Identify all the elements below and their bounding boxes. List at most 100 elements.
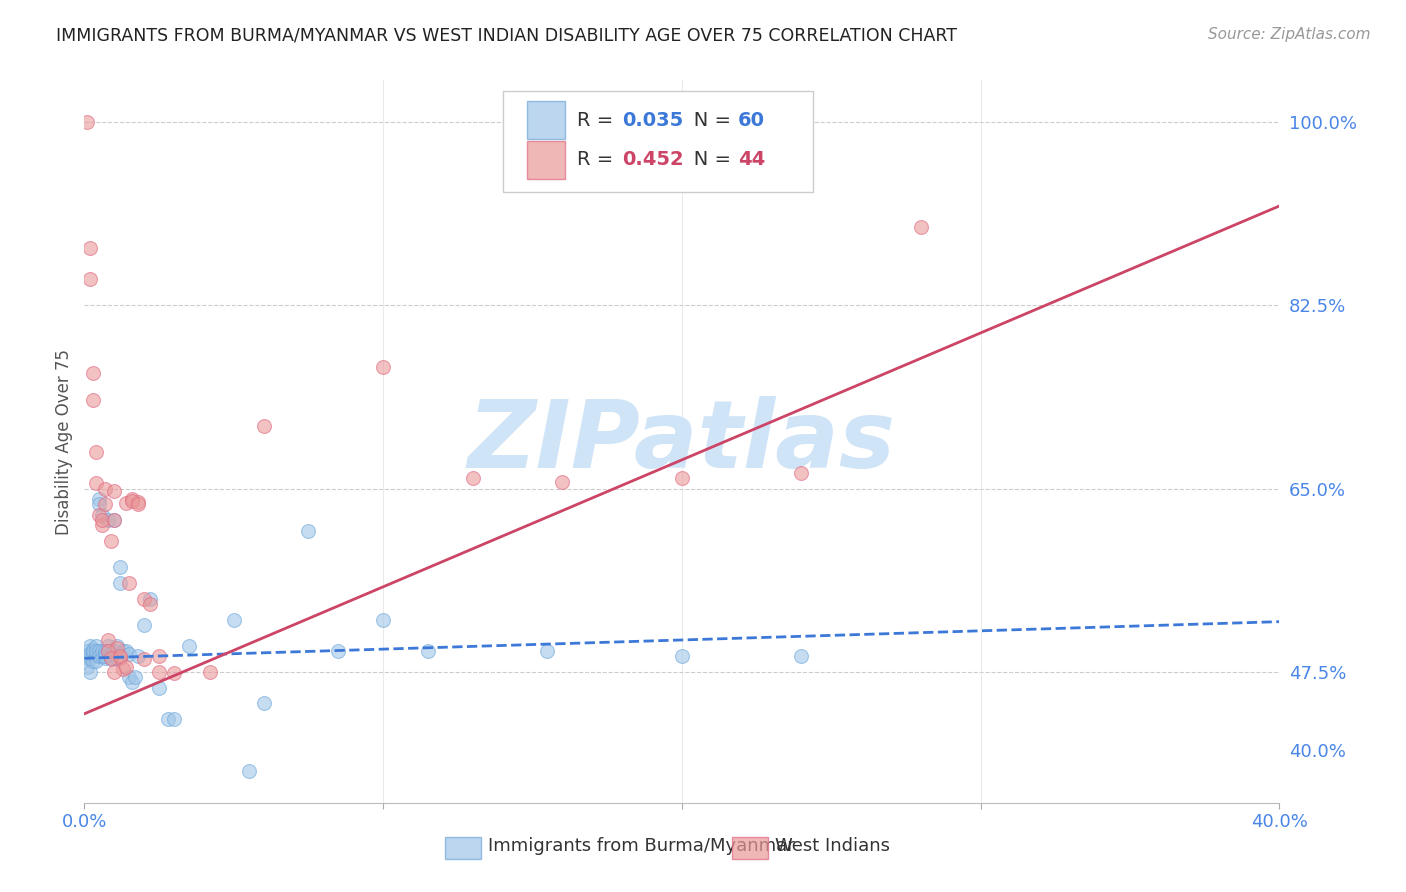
Text: West Indians: West Indians xyxy=(775,838,890,855)
Point xyxy=(373,360,395,375)
Point xyxy=(253,418,276,433)
Point xyxy=(94,651,117,665)
Point xyxy=(89,497,111,511)
Point xyxy=(105,639,128,653)
Point xyxy=(118,647,141,661)
Point xyxy=(94,644,117,658)
Point xyxy=(100,651,122,665)
Point xyxy=(177,639,200,653)
Point xyxy=(105,640,128,655)
Point xyxy=(127,495,149,509)
Text: 44: 44 xyxy=(738,150,765,169)
Point xyxy=(86,639,108,653)
Point xyxy=(222,613,245,627)
Point xyxy=(328,644,350,658)
Point xyxy=(82,644,104,658)
Point xyxy=(86,655,108,669)
Text: 0.452: 0.452 xyxy=(623,150,683,169)
Point xyxy=(373,613,395,627)
Point xyxy=(461,471,484,485)
Point xyxy=(79,665,101,679)
Point xyxy=(94,482,117,496)
Point xyxy=(198,665,221,679)
Point xyxy=(97,513,120,527)
Point xyxy=(76,659,98,673)
Point xyxy=(105,651,128,665)
FancyBboxPatch shape xyxy=(733,838,768,859)
Text: R =: R = xyxy=(576,150,619,169)
Text: N =: N = xyxy=(675,150,737,169)
Point xyxy=(238,764,260,779)
Point xyxy=(97,644,120,658)
Point xyxy=(121,492,143,507)
Point xyxy=(121,675,143,690)
Point xyxy=(132,652,156,666)
Point xyxy=(82,367,104,381)
Point xyxy=(157,712,180,726)
Text: Source: ZipAtlas.com: Source: ZipAtlas.com xyxy=(1208,27,1371,42)
Point xyxy=(97,639,120,653)
Point xyxy=(86,445,108,459)
Point xyxy=(118,670,141,684)
Point xyxy=(97,644,120,658)
Point xyxy=(100,647,122,661)
Text: 0.035: 0.035 xyxy=(623,111,683,129)
Point xyxy=(121,494,143,508)
Point xyxy=(91,508,114,522)
Text: 60: 60 xyxy=(738,111,765,129)
Point xyxy=(89,644,111,658)
FancyBboxPatch shape xyxy=(446,838,481,859)
Point xyxy=(110,560,132,574)
Point xyxy=(76,115,98,129)
Point xyxy=(79,241,101,255)
Point xyxy=(94,649,117,664)
Point xyxy=(89,649,111,664)
Point xyxy=(124,670,146,684)
Point xyxy=(103,483,125,498)
Y-axis label: Disability Age Over 75: Disability Age Over 75 xyxy=(55,349,73,534)
Point xyxy=(91,513,114,527)
Point xyxy=(115,644,138,658)
Point xyxy=(253,696,276,710)
Point xyxy=(110,575,132,590)
Point xyxy=(103,513,125,527)
Point xyxy=(82,641,104,656)
Point xyxy=(118,575,141,590)
Point xyxy=(551,475,574,490)
FancyBboxPatch shape xyxy=(527,101,565,139)
Point xyxy=(103,665,125,679)
Point xyxy=(79,639,101,653)
Point xyxy=(163,712,186,726)
Point xyxy=(115,659,138,673)
Point xyxy=(89,508,111,522)
Point xyxy=(103,644,125,658)
Point xyxy=(110,651,132,665)
Point xyxy=(132,591,156,606)
Point xyxy=(112,662,135,676)
Point xyxy=(148,665,170,679)
Text: N =: N = xyxy=(675,111,737,129)
Point xyxy=(76,644,98,658)
Point xyxy=(132,617,156,632)
Point xyxy=(536,644,558,658)
Point xyxy=(79,647,101,661)
Point xyxy=(100,652,122,666)
Point xyxy=(94,497,117,511)
Point xyxy=(103,513,125,527)
Point xyxy=(127,497,149,511)
Point xyxy=(297,524,319,538)
Point xyxy=(148,681,170,695)
Point xyxy=(94,647,117,661)
Point xyxy=(671,649,693,664)
Text: IMMIGRANTS FROM BURMA/MYANMAR VS WEST INDIAN DISABILITY AGE OVER 75 CORRELATION : IMMIGRANTS FROM BURMA/MYANMAR VS WEST IN… xyxy=(56,27,957,45)
Point xyxy=(112,644,135,658)
Point xyxy=(110,649,132,664)
Point xyxy=(82,648,104,662)
Text: Immigrants from Burma/Myanmar: Immigrants from Burma/Myanmar xyxy=(488,838,794,855)
Point xyxy=(97,633,120,648)
Point xyxy=(91,644,114,658)
Point xyxy=(79,272,101,286)
Point xyxy=(82,655,104,669)
Point xyxy=(91,518,114,533)
Point xyxy=(127,649,149,664)
